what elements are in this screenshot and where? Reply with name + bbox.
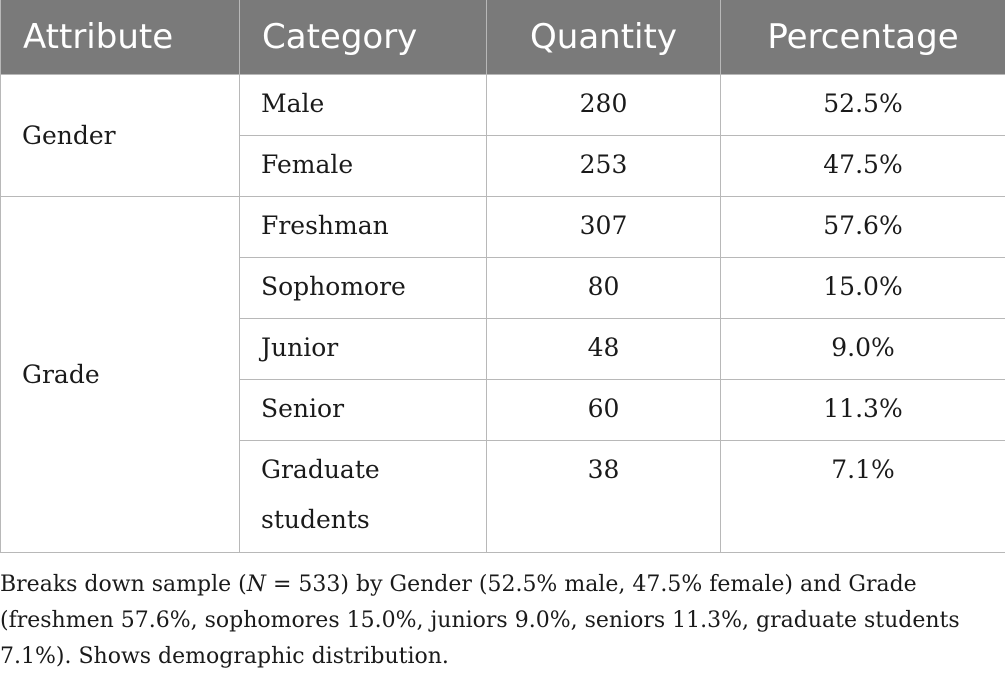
quantity-cell: 307 [486,196,721,258]
header-attribute: Attribute [0,0,240,75]
footnote-part2: = 533) by Gender (52.5% male, 47.5% fema… [0,572,960,669]
attribute-gender: Gender [0,74,240,197]
header-category: Category [239,0,487,75]
quantity-cell: 80 [486,257,721,319]
table-footnote: Breaks down sample (N = 533) by Gender (… [0,567,1005,675]
table-row: Graduate students 38 7.1% [1,440,1005,553]
demographics-table: Attribute Category Quantity Percentage G… [0,0,1005,553]
category-cell: Junior [239,318,487,380]
percentage-cell: 11.3% [720,379,1005,441]
table-row: Female 253 47.5% [1,135,1005,197]
percentage-cell: 7.1% [720,440,1005,553]
footnote-part1: Breaks down sample ( [0,572,247,597]
attribute-grade: Grade [0,196,240,553]
footnote-n-symbol: N [246,572,266,597]
quantity-cell: 38 [486,440,721,553]
percentage-cell: 47.5% [720,135,1005,197]
header-percentage: Percentage [720,0,1005,75]
demographics-table-container: Attribute Category Quantity Percentage G… [0,0,1005,553]
category-cell: Senior [239,379,487,441]
percentage-cell: 57.6% [720,196,1005,258]
category-cell: Sophomore [239,257,487,319]
table-row: Gender Male 280 52.5% [0,74,1005,197]
category-cell: Female [239,135,487,197]
header-quantity: Quantity [486,0,721,75]
table-row: Senior 60 11.3% [1,379,1005,441]
percentage-cell: 52.5% [720,74,1005,136]
table-row: Grade Freshman 307 57.6% [0,196,1005,553]
category-cell: Graduate students [239,440,487,553]
quantity-cell: 48 [486,318,721,380]
percentage-cell: 15.0% [720,257,1005,319]
category-cell: Freshman [239,196,487,258]
quantity-cell: 253 [486,135,721,197]
quantity-cell: 280 [486,74,721,136]
quantity-cell: 60 [486,379,721,441]
percentage-cell: 9.0% [720,318,1005,380]
category-cell: Male [239,74,487,136]
table-header-row: Attribute Category Quantity Percentage [0,0,1005,75]
category-text: Graduate students [261,455,380,534]
